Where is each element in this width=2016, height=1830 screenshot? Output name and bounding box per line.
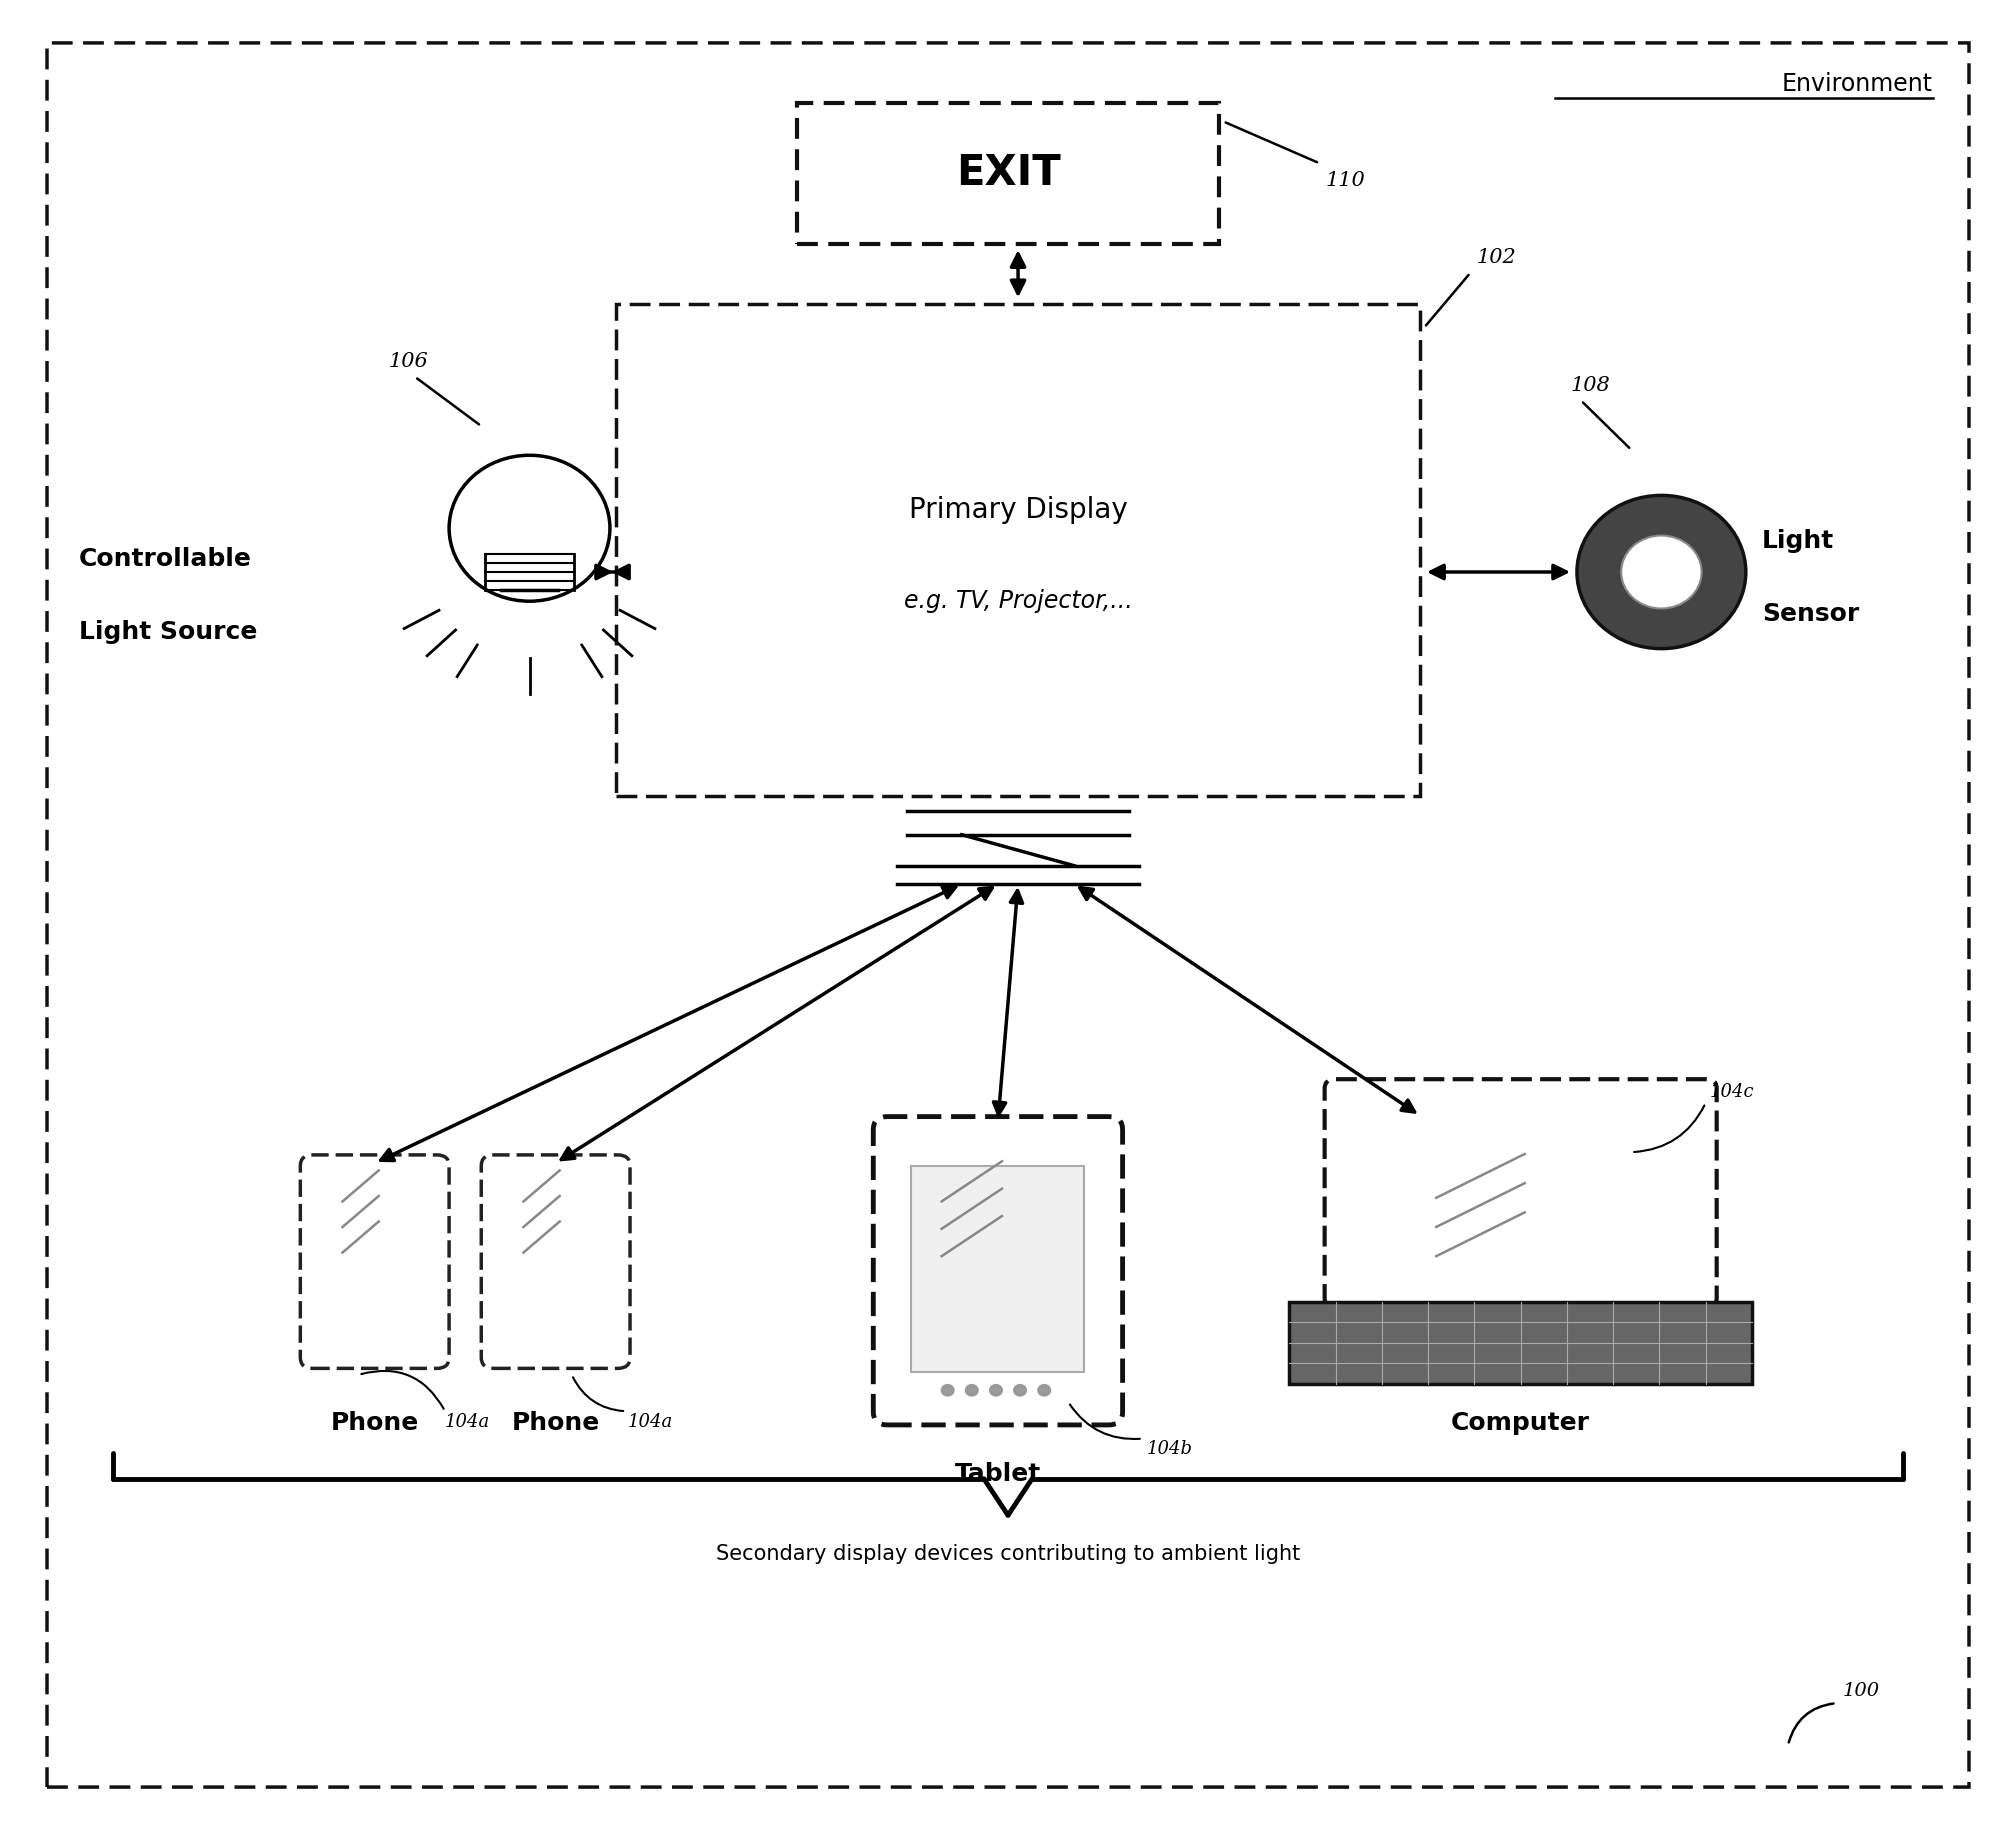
Polygon shape — [1290, 1301, 1752, 1383]
Text: 104c: 104c — [1710, 1083, 1754, 1102]
Text: Computer: Computer — [1452, 1411, 1591, 1435]
Text: Environment: Environment — [1782, 71, 1933, 97]
Circle shape — [1577, 496, 1746, 648]
Text: 108: 108 — [1570, 375, 1611, 395]
Text: Tablet: Tablet — [956, 1462, 1040, 1486]
Text: Phone: Phone — [331, 1411, 419, 1435]
Text: 104a: 104a — [446, 1413, 490, 1431]
FancyBboxPatch shape — [300, 1155, 450, 1369]
Text: EXIT: EXIT — [956, 152, 1060, 194]
Circle shape — [1621, 536, 1702, 609]
Text: 104b: 104b — [1147, 1440, 1193, 1459]
Text: Light: Light — [1762, 529, 1835, 553]
Circle shape — [1036, 1383, 1050, 1396]
FancyBboxPatch shape — [1325, 1080, 1718, 1307]
Text: Sensor: Sensor — [1762, 602, 1859, 626]
Text: 110: 110 — [1327, 170, 1365, 190]
Text: 100: 100 — [1843, 1682, 1879, 1700]
FancyBboxPatch shape — [911, 1166, 1085, 1372]
Circle shape — [990, 1383, 1004, 1396]
Circle shape — [1012, 1383, 1026, 1396]
Text: 106: 106 — [389, 353, 429, 371]
Text: Controllable: Controllable — [79, 547, 252, 571]
Circle shape — [941, 1383, 956, 1396]
Text: Secondary display devices contributing to ambient light: Secondary display devices contributing t… — [716, 1545, 1300, 1565]
FancyBboxPatch shape — [873, 1116, 1123, 1426]
FancyBboxPatch shape — [796, 102, 1220, 243]
Text: Light Source: Light Source — [79, 620, 258, 644]
Text: 104a: 104a — [629, 1413, 673, 1431]
Text: Phone: Phone — [512, 1411, 601, 1435]
FancyBboxPatch shape — [617, 304, 1419, 796]
Text: 102: 102 — [1476, 249, 1516, 267]
FancyBboxPatch shape — [482, 1155, 631, 1369]
Text: Primary Display: Primary Display — [909, 496, 1127, 523]
Text: e.g. TV, Projector,...: e.g. TV, Projector,... — [903, 589, 1133, 613]
Circle shape — [966, 1383, 980, 1396]
